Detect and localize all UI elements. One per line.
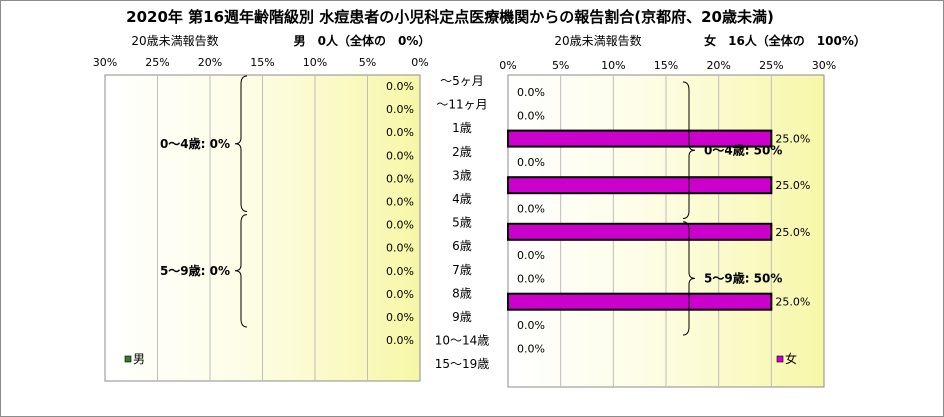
left-group-braces: 0～4歳: 0% 5～9歳: 0%	[160, 75, 248, 328]
left-tick-label: 15%	[250, 56, 274, 69]
category-label: ～5ヶ月	[440, 74, 484, 88]
left-value-label: 0.0%	[386, 149, 414, 162]
left-tick-label: 0%	[411, 56, 428, 69]
left-value-label: 0.0%	[386, 265, 414, 278]
right-value-label: 25.0%	[775, 133, 810, 146]
right-axis-label: 20歳未満報告数	[554, 33, 641, 48]
left-value-label: 0.0%	[386, 334, 414, 347]
left-group-label: 5～9歳: 0%	[160, 263, 230, 278]
left-tick-label: 25%	[145, 56, 169, 69]
left-summary: 男 0人（全体の 0%）	[294, 33, 431, 48]
left-legend: 男	[124, 352, 145, 366]
category-label: 6歳	[452, 239, 472, 253]
right-bar	[507, 222, 773, 241]
right-value-label: 0.0%	[517, 109, 545, 122]
right-summary: 女 16人（全体の 100%）	[704, 33, 866, 48]
right-tick-label: 0%	[499, 59, 516, 72]
right-value-label: 25.0%	[775, 179, 810, 192]
category-label: 8歳	[452, 286, 472, 300]
category-label: ～11ヶ月	[436, 98, 487, 112]
right-bar	[507, 176, 773, 195]
category-labels: ～5ヶ月 ～11ヶ月 1歳 2歳 3歳 4歳 5歳 6歳 7歳 8歳 9歳 10～14歳 15～19歳	[435, 74, 490, 371]
left-tick-label: 30%	[93, 56, 117, 69]
left-value-label: 0.0%	[386, 80, 414, 93]
left-value-label: 0.0%	[386, 126, 414, 139]
left-tick-label: 5%	[359, 56, 376, 69]
right-tick-label: 20%	[706, 59, 730, 72]
right-legend: 女	[776, 351, 797, 366]
right-bar	[507, 292, 773, 311]
left-legend-label: 男	[133, 352, 145, 366]
right-value-label: 0.0%	[517, 342, 545, 355]
right-value-label: 0.0%	[517, 272, 545, 285]
category-label: 5歳	[452, 216, 472, 230]
right-value-label: 0.0%	[517, 319, 545, 332]
left-tick-label: 20%	[198, 56, 222, 69]
right-group-brace	[682, 221, 696, 336]
category-label: 7歳	[452, 263, 472, 277]
category-label: 1歳	[452, 121, 472, 135]
left-value-label: 0.0%	[386, 103, 414, 116]
right-group-braces: 0～4歳: 50% 5～9歳: 50%	[682, 81, 782, 336]
right-tick-label: 25%	[759, 59, 783, 72]
category-label: 3歳	[452, 168, 472, 182]
right-tick-label: 5%	[552, 59, 569, 72]
right-tick-labels: 0% 5% 10% 15% 20% 25% 30%	[499, 59, 836, 72]
left-legend-swatch	[124, 355, 132, 363]
left-value-label: 0.0%	[386, 172, 414, 185]
right-value-label: 25.0%	[775, 226, 810, 239]
right-bar	[507, 129, 773, 148]
category-label: 15～19歳	[435, 357, 490, 371]
left-value-label: 0.0%	[386, 219, 414, 232]
category-label: 9歳	[452, 310, 472, 324]
right-value-label: 0.0%	[517, 156, 545, 169]
left-value-label: 0.0%	[386, 311, 414, 324]
right-group-label: 0～4歳: 50%	[704, 142, 782, 157]
category-label: 4歳	[452, 192, 472, 206]
chart-title: 2020年 第16週年齢階級別 水痘患者の小児科定点医療機関からの報告割合(京都…	[126, 8, 774, 26]
left-tick-labels: 30% 25% 20% 15% 10% 5% 0%	[93, 56, 429, 69]
right-value-label: 0.0%	[517, 249, 545, 262]
right-value-label: 0.0%	[517, 203, 545, 216]
category-label: 2歳	[452, 145, 472, 159]
category-label: 10～14歳	[435, 334, 490, 348]
right-legend-swatch	[776, 355, 784, 363]
right-legend-label: 女	[785, 351, 797, 366]
right-tick-label: 30%	[812, 59, 836, 72]
right-value-labels: 0.0% 0.0% 25.0% 0.0% 25.0% 0.0% 25.0% 0.0% 0.0% 2…	[517, 86, 810, 355]
left-value-label: 0.0%	[386, 242, 414, 255]
right-bars	[507, 129, 773, 311]
left-value-label: 0.0%	[386, 288, 414, 301]
left-value-labels: 0.0% 0.0% 0.0% 0.0% 0.0% 0.0% 0.0% 0.0% 0.0% 0.0%…	[386, 80, 414, 347]
right-group-brace	[682, 81, 696, 219]
right-group-label: 5～9歳: 50%	[704, 270, 782, 285]
right-tick-label: 10%	[601, 59, 625, 72]
right-tick-label: 15%	[654, 59, 678, 72]
left-axis-label: 20歳未満報告数	[131, 33, 218, 48]
right-value-label: 25.0%	[775, 296, 810, 309]
left-value-label: 0.0%	[386, 196, 414, 209]
left-group-brace	[234, 75, 248, 212]
right-value-label: 0.0%	[517, 86, 545, 99]
left-gridlines	[157, 75, 368, 381]
left-group-brace	[234, 214, 248, 328]
left-tick-label: 10%	[303, 56, 327, 69]
left-group-label: 0～4歳: 0%	[160, 136, 230, 151]
